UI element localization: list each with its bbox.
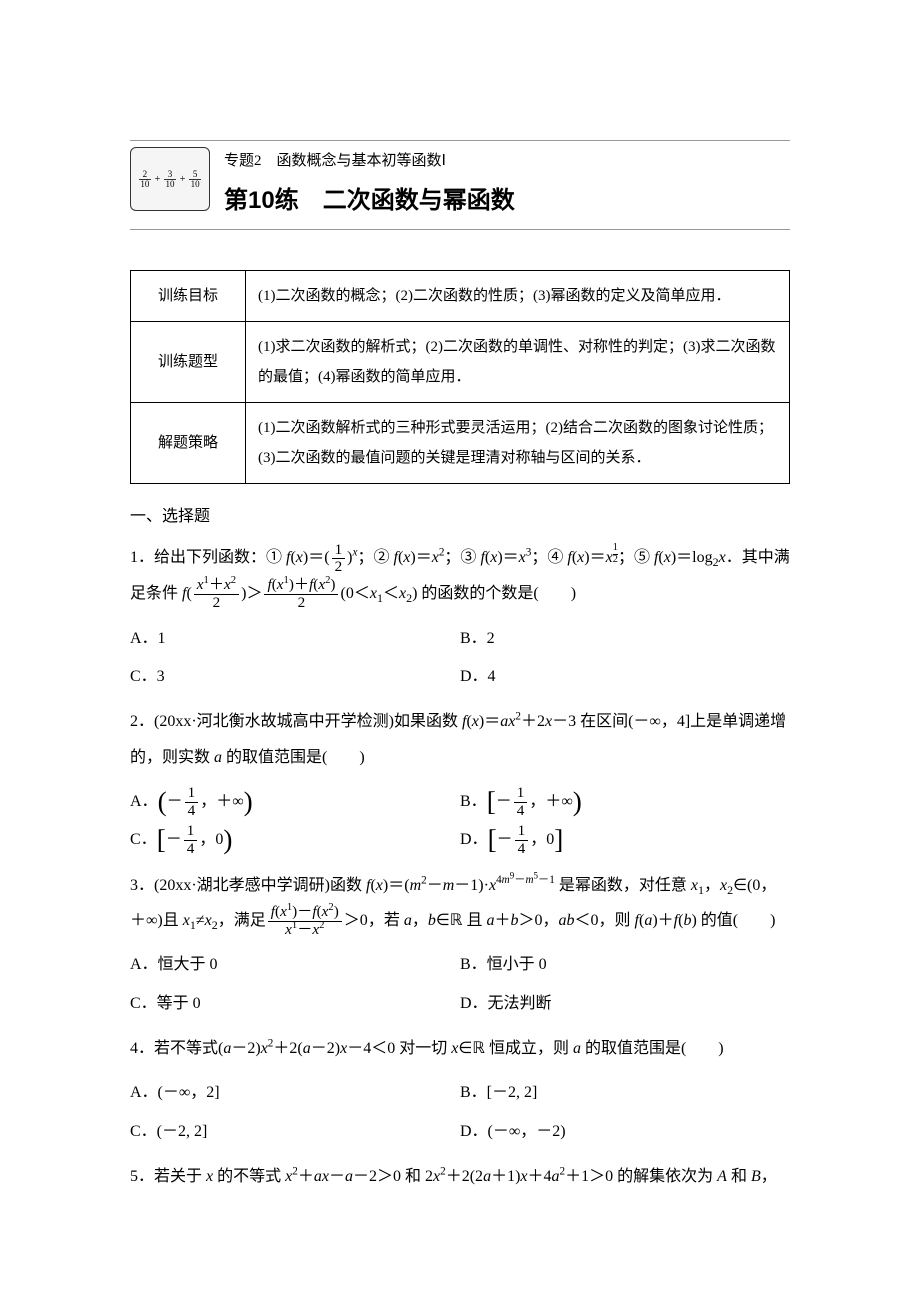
- q3-opt-a: A．恒大于 0: [130, 946, 460, 984]
- q2-options: A．(－14，＋∞) B．[－14，＋∞) C．[－14，0) D．[－14，0…: [130, 783, 790, 860]
- q3-text: 的值( ): [697, 912, 776, 929]
- q2-opt-d: D．[－14，0]: [460, 821, 790, 859]
- q2-opt-b-label: B．: [460, 793, 487, 810]
- q5-text: ，: [761, 1168, 777, 1185]
- q2-text: 2．(20xx·河北衡水故城高中开学检测)如果函数: [130, 713, 462, 730]
- q1-opt-a: A．1: [130, 620, 460, 658]
- title-line: 第10练 二次函数与幂函数: [224, 178, 790, 224]
- q1-text: 1．给出下列函数：①: [130, 549, 286, 566]
- q3-text: 3．(20xx·湖北孝感中学调研)函数: [130, 877, 366, 894]
- goals-label-1: 训练目标: [131, 271, 246, 322]
- table-row: 训练题型 (1)求二次函数的解析式；(2)二次函数的单调性、对称性的判定；(3)…: [131, 322, 790, 403]
- fractions-icon-inner: 210 + 310 + 510: [137, 154, 203, 204]
- q3-options: A．恒大于 0 B．恒小于 0 C．等于 0 D．无法判断: [130, 946, 790, 1023]
- question-2: 2．(20xx·河北衡水故城高中开学检测)如果函数 f(x)＝ax2＋2x－3 …: [130, 704, 790, 774]
- q5-text: 的不等式: [213, 1168, 285, 1185]
- q4-text: 4．若不等式(: [130, 1040, 223, 1057]
- q1-opt-d: D．4: [460, 658, 790, 696]
- goals-content-1: (1)二次函数的概念；(2)二次函数的性质；(3)幂函数的定义及简单应用．: [246, 271, 790, 322]
- q3-opt-b: B．恒小于 0: [460, 946, 790, 984]
- subject-line: 专题2 函数概念与基本初等函数Ⅰ: [224, 147, 790, 176]
- q2-opt-d-label: D．: [460, 831, 488, 848]
- q3-opt-d: D．无法判断: [460, 985, 790, 1023]
- goals-label-2: 训练题型: [131, 322, 246, 403]
- q4-opt-b: B．[－2, 2]: [460, 1074, 790, 1112]
- goals-content-2: (1)求二次函数的解析式；(2)二次函数的单调性、对称性的判定；(3)求二次函数…: [246, 322, 790, 403]
- header-block: 210 + 310 + 510 专题2 函数概念与基本初等函数Ⅰ 第10练 二次…: [130, 140, 790, 230]
- q3-text: ，若: [368, 912, 404, 929]
- q5-text: 的解集依次为: [613, 1168, 717, 1185]
- q4-text: 对一切: [395, 1040, 451, 1057]
- q1-opt-b: B．2: [460, 620, 790, 658]
- q2-opt-a: A．(－14，＋∞): [130, 783, 460, 821]
- fractions-icon: 210 + 310 + 510: [130, 147, 210, 211]
- goals-table: 训练目标 (1)二次函数的概念；(2)二次函数的性质；(3)幂函数的定义及简单应…: [130, 270, 790, 484]
- table-row: 训练目标 (1)二次函数的概念；(2)二次函数的性质；(3)幂函数的定义及简单应…: [131, 271, 790, 322]
- q4-opt-a: A．(－∞，2]: [130, 1074, 460, 1112]
- q2-opt-c: C．[－14，0): [130, 821, 460, 859]
- q1-text: ；⑤: [618, 549, 654, 566]
- q4-text: 的取值范围是( ): [581, 1040, 724, 1057]
- goals-content-3: (1)二次函数解析式的三种形式要灵活运用；(2)结合二次函数的图象讨论性质；(3…: [246, 403, 790, 484]
- question-4: 4．若不等式(a－2)x2＋2(a－2)x－4＜0 对一切 x∈ℝ 恒成立，则 …: [130, 1031, 790, 1066]
- q2-opt-b: B．[－14，＋∞): [460, 783, 790, 821]
- q4-text: 恒成立，则: [485, 1040, 573, 1057]
- q1-text: ；②: [357, 549, 393, 566]
- question-5: 5．若关于 x 的不等式 x2＋ax－a－2＞0 和 2x2＋2(2a＋1)x＋…: [130, 1159, 790, 1194]
- q2-text: 的取值范围是( ): [222, 749, 365, 766]
- page: 210 + 310 + 510 专题2 函数概念与基本初等函数Ⅰ 第10练 二次…: [0, 0, 920, 1262]
- q2-opt-c-label: C．: [130, 831, 157, 848]
- q1-text: 的函数的个数是( ): [417, 585, 576, 602]
- q3-text: ，满足: [218, 912, 266, 929]
- goals-label-3: 解题策略: [131, 403, 246, 484]
- header-text: 专题2 函数概念与基本初等函数Ⅰ 第10练 二次函数与幂函数: [224, 147, 790, 223]
- q5-text: 5．若关于: [130, 1168, 206, 1185]
- q5-text: 和: [401, 1168, 425, 1185]
- q1-text: ；④: [531, 549, 567, 566]
- q3-opt-c: C．等于 0: [130, 985, 460, 1023]
- q3-text: 是幂函数，对任意: [555, 877, 691, 894]
- question-1: 1．给出下列函数：① f(x)＝(12)x；② f(x)＝x2；③ f(x)＝x…: [130, 540, 790, 611]
- question-3: 3．(20xx·湖北孝感中学调研)函数 f(x)＝(m2－m－1)·x4m9－m…: [130, 868, 790, 939]
- q4-options: A．(－∞，2] B．[－2, 2] C．(－2, 2] D．(－∞，－2): [130, 1074, 790, 1151]
- q2-opt-a-label: A．: [130, 793, 158, 810]
- q1-text: ；③: [444, 549, 480, 566]
- q1-opt-c: C．3: [130, 658, 460, 696]
- q3-text: ，则: [599, 912, 635, 929]
- q5-text: 和: [727, 1168, 751, 1185]
- table-row: 解题策略 (1)二次函数解析式的三种形式要灵活运用；(2)结合二次函数的图象讨论…: [131, 403, 790, 484]
- q1-options: A．1 B．2 C．3 D．4: [130, 620, 790, 697]
- section-heading: 一、选择题: [130, 502, 790, 532]
- q4-opt-c: C．(－2, 2]: [130, 1113, 460, 1151]
- q4-opt-d: D．(－∞，－2): [460, 1113, 790, 1151]
